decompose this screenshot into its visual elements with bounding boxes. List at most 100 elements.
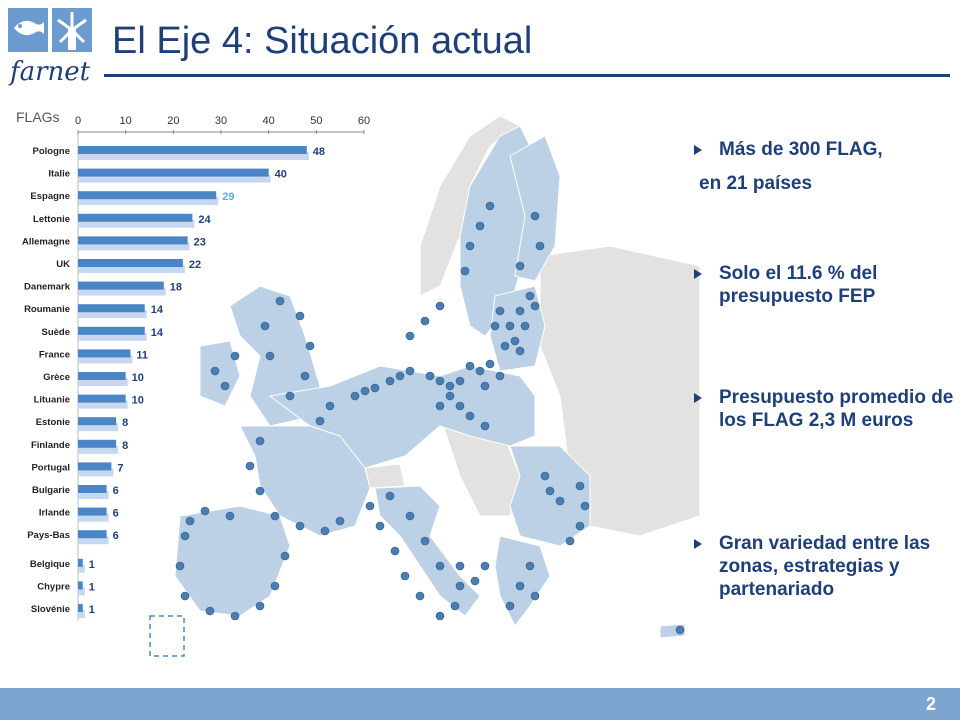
bar	[78, 485, 107, 493]
value-label: 6	[113, 530, 119, 542]
value-label: 10	[132, 372, 144, 384]
bar	[78, 372, 126, 380]
map-romania-bulgaria	[509, 445, 591, 547]
flag-dots	[175, 201, 685, 635]
value-label: 14	[151, 327, 164, 339]
map-france	[239, 425, 371, 537]
bar	[78, 259, 183, 267]
bar	[78, 417, 117, 426]
farnet-logo: farnet	[6, 6, 98, 88]
value-label: 14	[151, 304, 164, 316]
bullet-text: Presupuesto promedio de los FLAG 2,3 M e…	[719, 387, 954, 431]
bar-shadow	[78, 468, 114, 477]
value-label: 24	[198, 214, 211, 226]
bar-shadow	[78, 536, 109, 545]
value-label: 6	[113, 508, 119, 520]
map-greece	[494, 535, 551, 627]
category-label: UK	[56, 259, 70, 270]
bullet-marker	[694, 393, 702, 403]
bar-shadow	[78, 355, 133, 364]
bar	[78, 462, 112, 471]
x-tick-label: 0	[75, 115, 81, 127]
bar-shadow	[78, 332, 147, 341]
map-italy	[374, 485, 481, 617]
bar-shadow	[78, 378, 128, 386]
bullet-text: Más de 300 FLAG,	[719, 139, 883, 160]
bar	[78, 507, 107, 516]
bar-shadow	[78, 400, 128, 409]
bullet-marker	[694, 539, 702, 549]
value-label: 1	[89, 604, 95, 616]
map-norway	[419, 115, 521, 297]
page-title: El Eje 4: Situación actual	[112, 20, 533, 62]
bar-shadow	[78, 423, 119, 432]
category-label: Lettonie	[33, 214, 70, 225]
bar	[78, 191, 217, 200]
bullet-text-continued: en 21 países	[699, 173, 813, 194]
bar	[78, 213, 193, 222]
bar	[78, 439, 117, 448]
category-label: Grèce	[43, 372, 70, 383]
bar	[78, 168, 269, 177]
value-label: 1	[89, 581, 95, 593]
category-label: Danemark	[24, 282, 71, 293]
category-label: Estonie	[36, 417, 70, 428]
bar-shadow	[78, 587, 85, 596]
category-label: Slovénie	[31, 604, 70, 615]
x-tick-label: 60	[358, 115, 370, 127]
bar	[78, 581, 83, 590]
bar-shadow	[78, 265, 185, 273]
value-label: 10	[132, 395, 144, 407]
category-label: Bulgarie	[32, 485, 70, 496]
category-label: Italie	[48, 169, 70, 180]
category-label: France	[39, 349, 70, 360]
category-label: Portugal	[31, 462, 70, 473]
flags-bar-chart: FLAGs 0 10 20 30 40 50 60 Pologne 48 Italie 40 Esp…	[12, 106, 384, 626]
category-label: Suède	[41, 327, 70, 338]
x-tick-label: 20	[167, 115, 179, 127]
bar-shadow	[78, 513, 109, 522]
bar-shadow	[78, 152, 309, 160]
bar	[78, 394, 126, 403]
bar	[78, 349, 131, 358]
chart-svg: FLAGs 0 10 20 30 40 50 60 Pologne 48 Italie 40 Esp…	[16, 109, 370, 621]
bar-shadow	[78, 174, 271, 183]
map-ireland	[199, 340, 241, 407]
bullet-marker	[694, 145, 702, 155]
bar-shadow	[78, 445, 119, 454]
bullet-marker	[694, 269, 702, 279]
value-label: 23	[194, 236, 206, 248]
chart-title: FLAGs	[16, 109, 60, 125]
x-tick-label: 40	[263, 115, 275, 127]
footer-bar: 2	[0, 688, 960, 720]
value-label: 40	[275, 169, 287, 181]
category-label: Chypre	[37, 581, 70, 592]
value-label: 22	[189, 259, 201, 271]
europe-map-svg	[149, 115, 701, 657]
bar-shadow	[78, 242, 190, 251]
category-label: Finlande	[31, 440, 70, 451]
bar	[78, 304, 145, 313]
page-number: 2	[925, 694, 936, 714]
title-divider	[104, 74, 950, 77]
bar	[78, 530, 107, 539]
bullet-text: Solo el 11.6 % del presupuesto FEP	[719, 263, 878, 307]
value-label: 6	[113, 485, 119, 497]
bar-shadow	[78, 564, 85, 573]
value-label: 8	[122, 440, 128, 452]
value-label: 11	[136, 349, 148, 361]
bar	[78, 236, 188, 245]
category-label: Roumanie	[24, 304, 70, 315]
value-label: 8	[122, 417, 128, 429]
value-label: 1	[89, 559, 95, 571]
bar	[78, 281, 164, 290]
inset-frame	[149, 615, 185, 657]
bar-shadow	[78, 219, 195, 228]
bar-shadow	[78, 610, 85, 618]
category-label: Pays-Bas	[27, 530, 70, 541]
category-label: Belgique	[30, 559, 70, 570]
category-label: Lituanie	[34, 395, 70, 406]
map-finland	[509, 135, 561, 282]
category-label: Irlande	[39, 508, 70, 519]
bar-shadow	[78, 310, 147, 319]
